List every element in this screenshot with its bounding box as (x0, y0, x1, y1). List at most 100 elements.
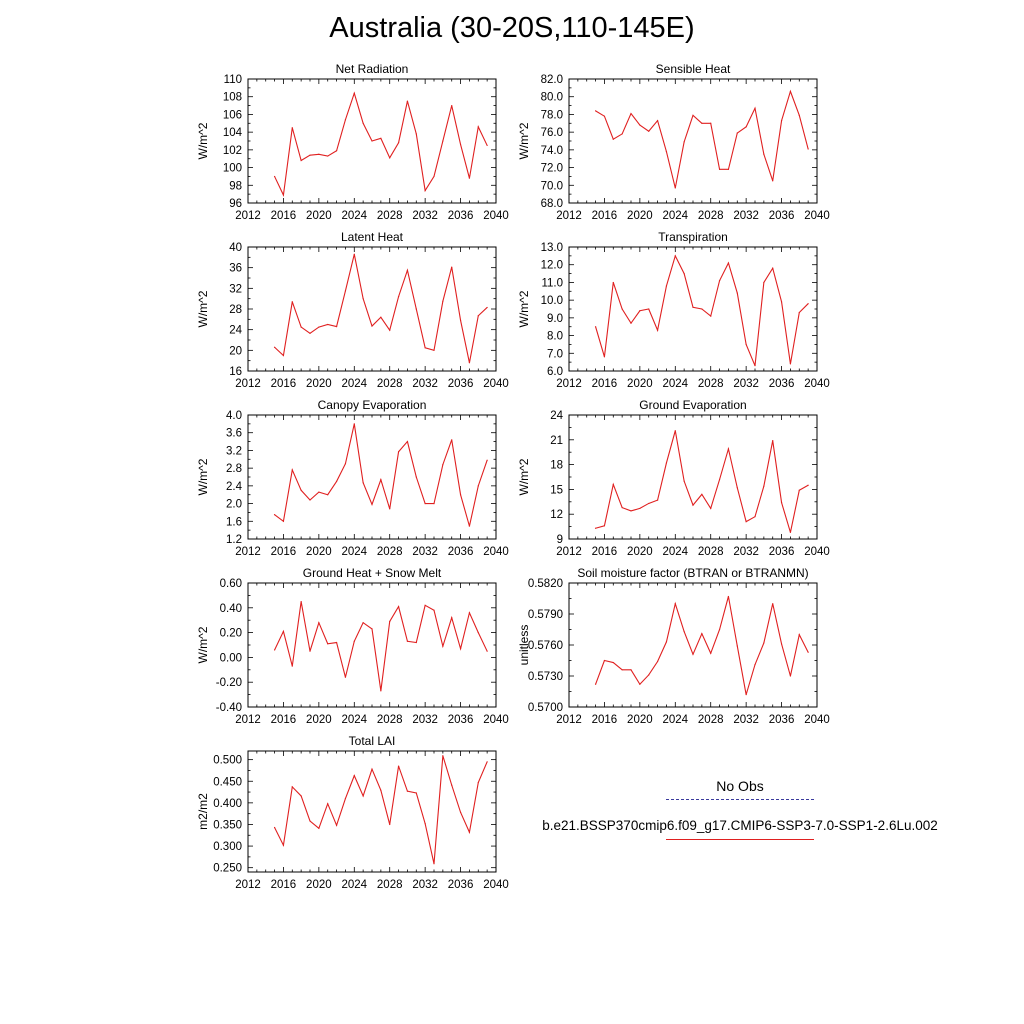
x-tick-label: 2036 (448, 546, 474, 558)
y-tick-label: 24 (550, 410, 563, 422)
data-point (486, 761, 488, 763)
data-point (353, 92, 355, 94)
x-tick-label: 2020 (627, 546, 653, 558)
y-tick-label: 106 (223, 109, 242, 121)
data-point (798, 489, 800, 491)
data-point (371, 503, 373, 506)
x-tick-label: 2028 (377, 546, 403, 558)
data-point (327, 323, 329, 326)
y-tick-label: 70.0 (541, 180, 563, 192)
data-point (406, 440, 409, 443)
data-point (380, 479, 382, 481)
x-tick-label: 2040 (483, 546, 509, 558)
data-point (727, 595, 730, 598)
chart-panel: 2012 2016 2020 2024 2028 2032 2036 2040 -0.40 -0.… (196, 566, 509, 726)
x-tick-label: 2040 (804, 714, 830, 726)
data-point (380, 789, 382, 791)
data-point (451, 266, 453, 268)
x-tick-label: 2036 (769, 714, 795, 726)
data-point (424, 823, 426, 825)
data-point (674, 430, 676, 432)
data-point (468, 525, 471, 527)
y-tick-label: 4.0 (226, 410, 242, 422)
y-tick-label: -0.20 (216, 677, 242, 689)
data-point (353, 640, 355, 642)
data-point (621, 133, 623, 135)
data-point (380, 316, 382, 318)
data-point (692, 653, 694, 655)
data-point (380, 137, 382, 139)
data-point (612, 483, 614, 486)
y-tick-label: 3.6 (226, 428, 242, 440)
data-point (273, 826, 276, 829)
data-point (772, 603, 774, 605)
y-tick-label: 0.5730 (528, 671, 563, 683)
panel-title: Net Radiation (336, 62, 409, 76)
x-tick-label: 2020 (306, 714, 332, 726)
panel-title: Latent Heat (341, 230, 404, 244)
y-tick-label: 80.0 (541, 92, 563, 104)
legend: No Obs b.e21.BSSP370cmip6.f09_g17.CMIP6-… (520, 778, 960, 840)
data-point (362, 795, 364, 797)
data-point (424, 604, 426, 606)
y-tick-label: 16 (229, 366, 242, 378)
data-point (683, 272, 685, 275)
data-point (594, 326, 597, 328)
data-point (603, 115, 606, 117)
data-point (780, 301, 783, 303)
data-point (736, 132, 738, 134)
data-point (309, 650, 311, 652)
data-point (648, 308, 650, 310)
data-point (486, 650, 488, 652)
data-point (318, 622, 320, 624)
data-point (621, 308, 623, 310)
data-point (468, 831, 471, 833)
x-tick-label: 2032 (412, 546, 438, 558)
y-tick-label: 68.0 (541, 198, 563, 210)
x-tick-label: 2032 (733, 546, 759, 558)
chart-panel: 2012 2016 2020 2024 2028 2032 2036 2040 0.5700 0.… (517, 566, 830, 726)
data-point (309, 499, 311, 501)
y-tick-label: 78.0 (541, 109, 563, 121)
x-tick-label: 2016 (592, 714, 618, 726)
x-tick-label: 2024 (341, 714, 367, 726)
data-point (718, 280, 721, 282)
y-tick-label: 110 (224, 74, 242, 86)
data-point (630, 669, 632, 671)
y-tick-label: 10.0 (541, 295, 563, 307)
data-point (763, 485, 765, 487)
chart-panel: 2012 2016 2020 2024 2028 2032 2036 2040 96 98 100 1… (196, 62, 509, 222)
data-point (459, 319, 462, 321)
data-point (772, 180, 774, 182)
data-point (362, 482, 364, 484)
data-point (459, 494, 462, 496)
data-point (273, 346, 276, 348)
panel-title: Transpiration (658, 230, 728, 244)
data-point (639, 124, 641, 126)
y-tick-label: 40 (229, 242, 242, 254)
data-point (710, 507, 712, 510)
y-axis-label: W/m^2 (196, 458, 210, 495)
x-tick-label: 2032 (733, 714, 759, 726)
data-point (291, 786, 293, 788)
y-tick-label: 15 (550, 484, 563, 496)
x-tick-label: 2012 (235, 210, 261, 222)
x-tick-label: 2012 (556, 210, 582, 222)
x-tick-label: 2016 (592, 378, 618, 390)
data-point (763, 281, 765, 284)
x-tick-label: 2024 (662, 210, 688, 222)
data-point (665, 151, 668, 153)
y-tick-label: 0.250 (213, 863, 242, 875)
data-point (639, 683, 641, 685)
x-tick-label: 2036 (448, 210, 474, 222)
data-point (718, 168, 721, 170)
x-tick-label: 2032 (412, 210, 438, 222)
x-tick-label: 2024 (662, 714, 688, 726)
data-point (630, 322, 632, 324)
data-point (300, 795, 302, 797)
data-point (282, 520, 285, 522)
x-tick-label: 2012 (556, 546, 582, 558)
panel-title: Sensible Heat (656, 62, 731, 76)
data-point (789, 531, 792, 533)
data-point (789, 90, 792, 92)
